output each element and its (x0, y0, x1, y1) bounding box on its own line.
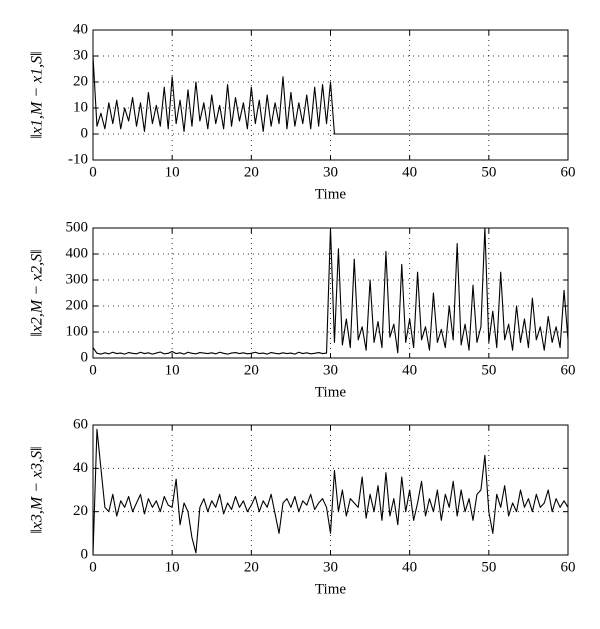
x-tick-label: 0 (89, 362, 97, 378)
y-tick-label: -10 (68, 151, 88, 167)
x-tick-label: 40 (402, 362, 417, 378)
y-tick-label: 40 (73, 460, 88, 476)
data-line (93, 55, 568, 135)
x-tick-label: 50 (481, 559, 496, 575)
x-tick-label: 50 (481, 164, 496, 180)
y-tick-label: 10 (73, 99, 88, 115)
plot-frame (92, 29, 569, 161)
y-tick-label: 100 (66, 323, 89, 339)
x-axis-label: Time (315, 186, 346, 202)
y-tick-label: 40 (73, 21, 88, 37)
plot-frame (92, 424, 569, 556)
x-tick-label: 60 (561, 559, 576, 575)
y-axis-label: ‖x2,M − x2,S‖ (29, 249, 46, 336)
y-tick-label: 500 (66, 219, 89, 235)
y-tick-label: 300 (66, 271, 89, 287)
x-tick-label: 10 (165, 362, 180, 378)
y-axis-label: ‖x1,M − x1,S‖ (29, 51, 46, 138)
plot-frame (92, 227, 569, 359)
data-line (93, 428, 568, 555)
x-tick-label: 30 (323, 559, 338, 575)
x-tick-label: 60 (561, 362, 576, 378)
x-tick-label: 40 (402, 559, 417, 575)
x-tick-label: 60 (561, 164, 576, 180)
x-tick-label: 30 (323, 164, 338, 180)
y-tick-label: 30 (73, 47, 88, 63)
x-tick-label: 20 (244, 362, 259, 378)
x-axis-label: Time (315, 384, 346, 400)
x-tick-label: 10 (165, 164, 180, 180)
x-tick-label: 30 (323, 362, 338, 378)
y-tick-label: 0 (81, 546, 89, 562)
y-tick-label: 60 (73, 416, 88, 432)
y-tick-label: 200 (66, 297, 89, 313)
y-tick-label: 0 (81, 125, 89, 141)
y-tick-label: 0 (81, 349, 89, 365)
x-tick-label: 20 (244, 559, 259, 575)
x-tick-label: 50 (481, 362, 496, 378)
y-axis-label: ‖x3,M − x3,S‖ (29, 446, 46, 533)
y-tick-label: 20 (73, 73, 88, 89)
x-axis-label: Time (315, 581, 346, 597)
x-tick-label: 40 (402, 164, 417, 180)
y-tick-label: 400 (66, 245, 89, 261)
x-tick-label: 10 (165, 559, 180, 575)
x-tick-label: 20 (244, 164, 259, 180)
x-tick-label: 0 (89, 559, 97, 575)
x-tick-label: 0 (89, 164, 97, 180)
y-tick-label: 20 (73, 503, 88, 519)
data-line (93, 228, 568, 355)
